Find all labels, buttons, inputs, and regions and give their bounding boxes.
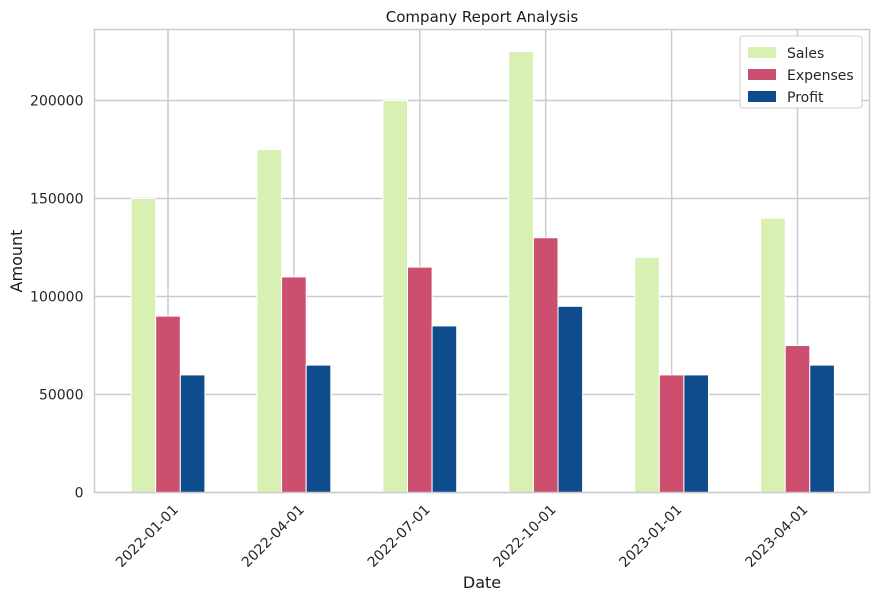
legend-swatch <box>748 91 776 102</box>
bar-sales <box>508 51 534 494</box>
bars <box>130 51 835 494</box>
chart-title: Company Report Analysis <box>386 8 579 26</box>
bar-profit <box>179 374 206 493</box>
bar-profit <box>431 325 458 494</box>
bar-expenses <box>281 276 307 493</box>
bar-sales <box>634 256 660 494</box>
legend: Sales Expenses Profit <box>739 35 863 109</box>
bar-sales <box>382 100 408 493</box>
bar-profit <box>683 374 710 493</box>
legend-label: Sales <box>787 46 824 62</box>
bar-sales <box>256 149 283 493</box>
y-axis-label: Amount <box>7 230 26 293</box>
y-tick-label: 150000 <box>30 192 83 208</box>
bar-profit <box>809 364 835 494</box>
legend-swatch <box>748 47 776 58</box>
legend-label: Expenses <box>787 68 854 84</box>
y-tick-label: 0 <box>75 486 84 502</box>
y-tick-label: 100000 <box>30 290 83 306</box>
y-tick-label: 50000 <box>39 388 84 404</box>
bar-expenses <box>155 315 181 493</box>
x-axis-label: Date <box>463 573 501 592</box>
bar-expenses <box>658 374 685 493</box>
bar-expenses <box>532 237 559 493</box>
legend-label: Profit <box>787 90 824 106</box>
y-tick-labels: 0 50000 100000 150000 200000 <box>30 94 83 502</box>
bar-profit <box>557 305 584 493</box>
y-tick-label: 200000 <box>30 94 83 110</box>
bar-expenses <box>784 345 811 493</box>
bar-sales <box>130 198 157 494</box>
legend-swatch <box>748 69 776 80</box>
bar-sales <box>760 217 786 493</box>
plot-frame <box>93 28 871 494</box>
bar-expenses <box>407 266 433 493</box>
bar-profit <box>305 364 332 494</box>
